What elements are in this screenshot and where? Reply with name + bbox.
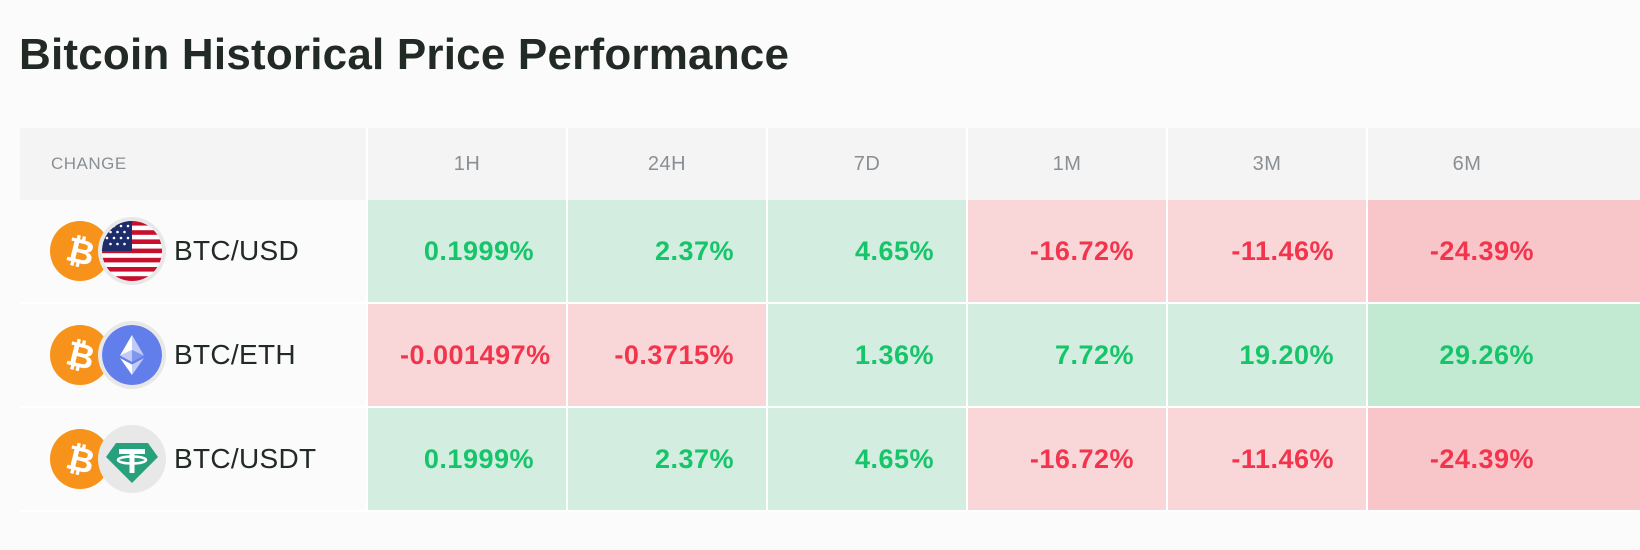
column-header-change: CHANGE bbox=[51, 154, 127, 173]
pair-label: BTC/USDT bbox=[174, 443, 317, 474]
bitcoin-icon: ₿ bbox=[50, 429, 110, 489]
column-header-3m: 3M bbox=[1166, 128, 1366, 200]
change-1m: -16.72% bbox=[966, 200, 1166, 304]
tether-icon bbox=[98, 425, 166, 493]
table-row: ₿ BTC/USDT bbox=[20, 408, 1640, 512]
change-1h: 0.1999% bbox=[366, 408, 566, 512]
column-header-1m: 1M bbox=[966, 128, 1166, 200]
column-header-24h: 24H bbox=[566, 128, 766, 200]
column-header-7d: 7D bbox=[766, 128, 966, 200]
pair-cell: ₿ BTC/USDT bbox=[20, 408, 366, 512]
table-row: ₿ bbox=[20, 304, 1640, 408]
pair-cell: ₿ bbox=[20, 200, 366, 304]
ethereum-icon bbox=[98, 321, 166, 389]
table-header-row: CHANGE 1H 24H 7D 1M 3M 6M bbox=[20, 128, 1640, 200]
change-1h: 0.1999% bbox=[366, 200, 566, 304]
pair-label: BTC/ETH bbox=[174, 339, 296, 370]
change-3m: 19.20% bbox=[1166, 304, 1366, 408]
change-6m: -24.39% bbox=[1366, 408, 1640, 512]
change-3m: -11.46% bbox=[1166, 408, 1366, 512]
change-7d: 1.36% bbox=[766, 304, 966, 408]
change-24h: 2.37% bbox=[566, 408, 766, 512]
performance-table: CHANGE 1H 24H 7D 1M 3M 6M ₿ bbox=[20, 128, 1640, 512]
change-6m: -24.39% bbox=[1366, 200, 1640, 304]
change-1m: -16.72% bbox=[966, 408, 1166, 512]
column-header-6m: 6M bbox=[1366, 128, 1640, 200]
change-3m: -11.46% bbox=[1166, 200, 1366, 304]
change-24h: -0.3715% bbox=[566, 304, 766, 408]
pair-cell: ₿ bbox=[20, 304, 366, 408]
us-flag-icon bbox=[98, 217, 166, 285]
column-header-1h: 1H bbox=[366, 128, 566, 200]
bitcoin-icon: ₿ bbox=[50, 221, 110, 281]
change-7d: 4.65% bbox=[766, 408, 966, 512]
table-row: ₿ bbox=[20, 200, 1640, 304]
change-7d: 4.65% bbox=[766, 200, 966, 304]
change-24h: 2.37% bbox=[566, 200, 766, 304]
bitcoin-icon: ₿ bbox=[50, 325, 110, 385]
pair-label: BTC/USD bbox=[174, 235, 299, 266]
page-title: Bitcoin Historical Price Performance bbox=[19, 30, 790, 79]
change-1h: -0.001497% bbox=[366, 304, 566, 408]
change-1m: 7.72% bbox=[966, 304, 1166, 408]
change-6m: 29.26% bbox=[1366, 304, 1640, 408]
